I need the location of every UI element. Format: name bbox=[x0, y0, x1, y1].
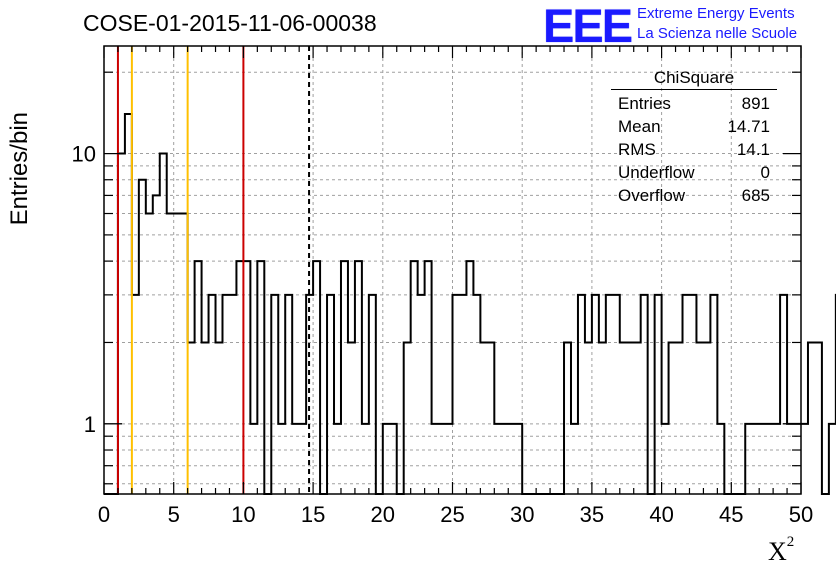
axis-tick-labels: 0 5 10 15 20 25 30 35 40 45 50 1 10 bbox=[72, 142, 814, 527]
x-tick-label: 35 bbox=[580, 502, 604, 527]
x-tick-label: 50 bbox=[789, 502, 813, 527]
x-tick-label: 25 bbox=[440, 502, 464, 527]
stats-label: Mean bbox=[618, 117, 661, 136]
x-tick-label: 0 bbox=[98, 502, 110, 527]
stats-label: Underflow bbox=[618, 163, 695, 182]
x-tick-label: 20 bbox=[371, 502, 395, 527]
stats-value: 0 bbox=[760, 163, 770, 182]
eee-logo: EEE bbox=[543, 0, 633, 52]
histogram-series bbox=[104, 113, 836, 495]
stats-row: Entries 891 bbox=[611, 92, 777, 115]
x-axis-label: X2 bbox=[768, 534, 795, 567]
y-tick-label: 10 bbox=[72, 142, 96, 167]
axis-ticks bbox=[103, 46, 802, 494]
y-tick-label: 1 bbox=[84, 412, 96, 437]
stats-value: 685 bbox=[741, 186, 770, 205]
stats-row: Underflow 0 bbox=[611, 161, 777, 184]
stats-value: 14.1 bbox=[736, 140, 770, 159]
stats-title: ChiSquare bbox=[611, 68, 777, 90]
chart-title: COSE-01-2015-11-06-00038 bbox=[83, 10, 377, 36]
stats-row: RMS 14.1 bbox=[611, 138, 777, 161]
logo-line-2: La Scienza nelle Scuole bbox=[637, 25, 798, 42]
x-tick-label: 30 bbox=[510, 502, 534, 527]
x-tick-label: 45 bbox=[719, 502, 743, 527]
histogram-line bbox=[104, 113, 836, 495]
x-tick-label: 5 bbox=[168, 502, 180, 527]
stats-row: Mean 14.71 bbox=[611, 115, 777, 138]
logo-caption: Extreme Energy Events La Scienza nelle S… bbox=[637, 4, 797, 44]
x-tick-label: 10 bbox=[231, 502, 255, 527]
x-axis-label-text: X bbox=[768, 537, 787, 566]
x-tick-label: 40 bbox=[649, 502, 673, 527]
stats-value: 891 bbox=[741, 94, 770, 113]
x-axis-label-superscript: 2 bbox=[786, 534, 795, 551]
stats-row: Overflow 685 bbox=[611, 184, 777, 207]
y-axis-label: Entries/bin bbox=[6, 112, 33, 226]
reference-lines bbox=[116, 46, 311, 494]
x-tick-label: 15 bbox=[301, 502, 325, 527]
stats-box: ChiSquare Entries 891 Mean 14.71 RMS 14.1 U… bbox=[611, 68, 777, 207]
stats-label: Overflow bbox=[618, 186, 686, 205]
stats-label: RMS bbox=[618, 140, 656, 159]
logo-line-1: Extreme Energy Events bbox=[637, 5, 795, 22]
stats-value: 14.71 bbox=[727, 117, 770, 136]
stats-label: Entries bbox=[618, 94, 671, 113]
